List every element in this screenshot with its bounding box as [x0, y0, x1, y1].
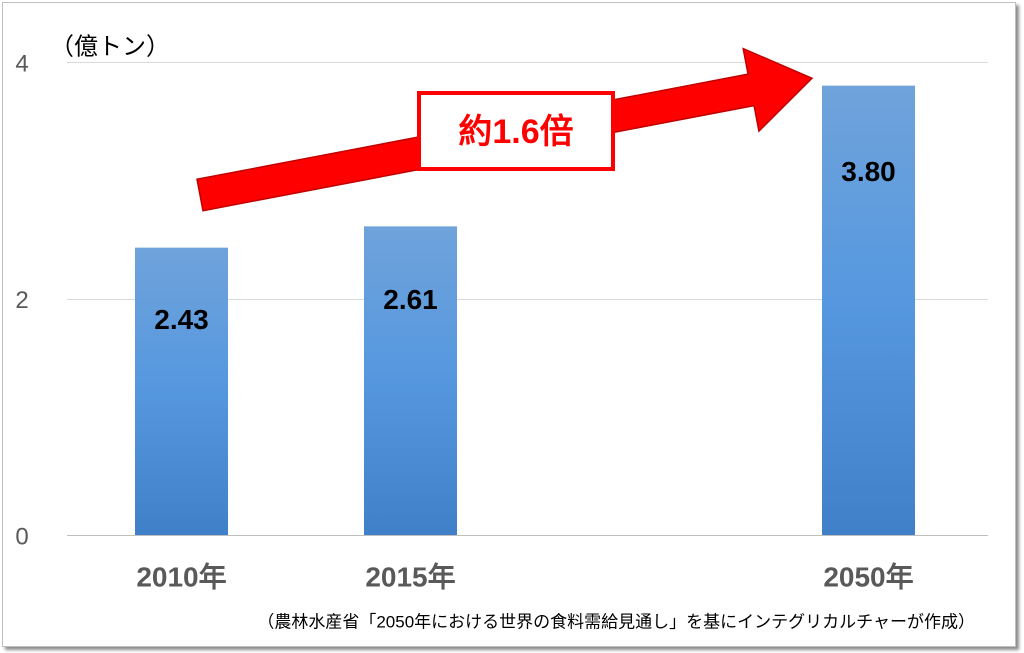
- annotation-callout: 約1.6倍: [417, 91, 615, 171]
- data-labels: 2.43 2.61 3.80: [154, 156, 896, 335]
- bar: [364, 226, 457, 535]
- bar: [135, 247, 228, 535]
- y-axis-unit-label: （億トン）: [50, 34, 170, 61]
- x-axis-labels: 2010年 2015年 2050年: [136, 561, 913, 593]
- y-axis-ticks: 0 2 4: [15, 51, 28, 551]
- data-label: 2.43: [154, 304, 209, 335]
- y-tick-label: 4: [15, 51, 28, 78]
- x-tick-label: 2015年: [365, 561, 455, 593]
- data-label: 2.61: [383, 284, 438, 315]
- data-label: 3.80: [841, 156, 896, 187]
- bar: [822, 85, 915, 536]
- source-note: （農林水産省「2050年における世界の食料需給見通し」を基にインテグリカルチャー…: [257, 613, 975, 632]
- y-tick-label: 0: [15, 524, 28, 551]
- x-tick-label: 2010年: [136, 561, 226, 593]
- annotation-text: 約1.6倍: [458, 113, 573, 151]
- bars: [135, 85, 915, 536]
- y-tick-label: 2: [15, 287, 28, 314]
- annotation-box: [417, 91, 615, 171]
- x-tick-label: 2050年: [823, 561, 913, 593]
